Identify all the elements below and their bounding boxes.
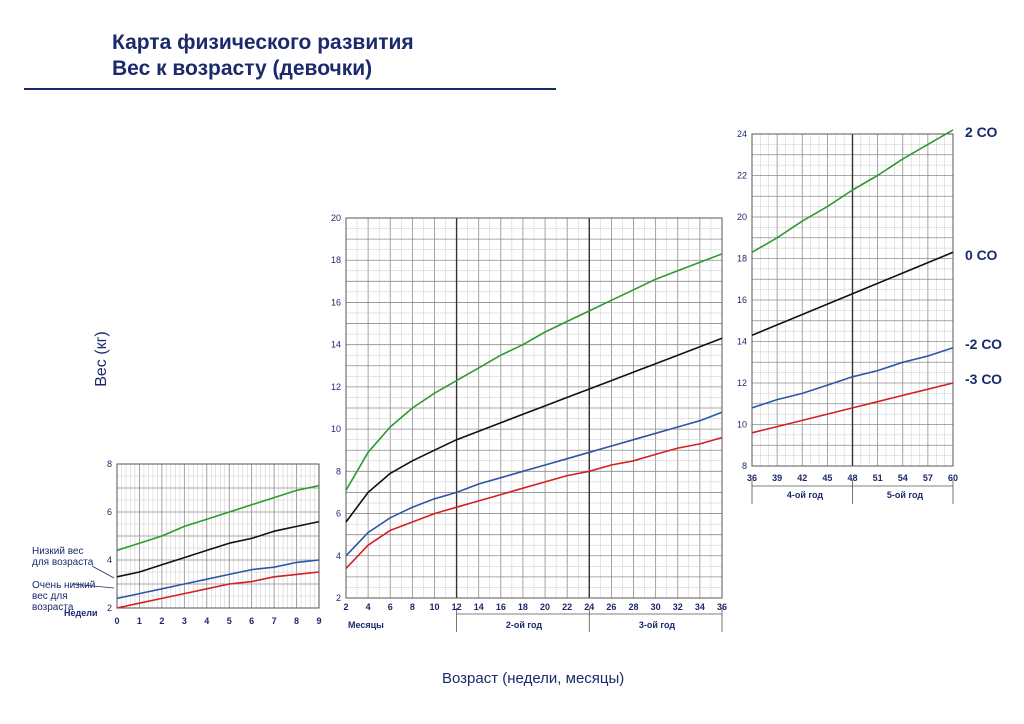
x-tick-label: 28 <box>629 602 639 612</box>
x-tick-label: 1 <box>137 616 142 626</box>
series-line-plus2 <box>116 484 320 552</box>
y-tick-label: 2 <box>336 593 341 603</box>
x-tick-label: 48 <box>847 473 857 483</box>
series-line-minus3 <box>751 382 954 434</box>
annotation-very-low-weight: Очень низкий вес для возраста <box>32 580 96 613</box>
series-line-minus3 <box>116 571 320 609</box>
y-tick-label: 16 <box>331 297 341 307</box>
page-title: Карта физического развития Вес к возраст… <box>112 30 414 82</box>
segment-label: 5-ой год <box>887 490 924 500</box>
x-tick-label: 12 <box>452 602 462 612</box>
x-tick-label: 24 <box>584 602 594 612</box>
x-tick-label: 34 <box>695 602 705 612</box>
x-tick-label: 5 <box>227 616 232 626</box>
y-tick-label: 22 <box>737 171 747 181</box>
title-line-2: Вес к возрасту (девочки) <box>112 57 373 80</box>
segment-label: 2-ой год <box>506 620 543 630</box>
plot-frame <box>751 133 954 467</box>
plot-frame <box>345 217 723 599</box>
x-tick-label: 6 <box>388 602 393 612</box>
annotation-low-weight: Низкий вес для возраста <box>32 546 94 568</box>
series-line-minus2 <box>751 346 954 409</box>
x-tick-label: 16 <box>496 602 506 612</box>
series-line-minus2 <box>345 411 723 557</box>
x-tick-label: 45 <box>822 473 832 483</box>
title-line-1: Карта физического развития <box>112 31 414 54</box>
y-tick-label: 14 <box>331 340 341 350</box>
y-tick-label: 4 <box>336 551 341 561</box>
x-unit-label: Недели <box>64 608 97 618</box>
x-tick-label: 4 <box>204 616 209 626</box>
x-tick-label: 39 <box>772 473 782 483</box>
x-tick-label: 51 <box>873 473 883 483</box>
y-tick-label: 12 <box>737 378 747 388</box>
x-tick-label: 4 <box>366 602 371 612</box>
y-tick-label: 18 <box>737 254 747 264</box>
x-tick-label: 2 <box>159 616 164 626</box>
y-tick-label: 12 <box>331 382 341 392</box>
y-tick-label: 24 <box>737 129 747 139</box>
y-tick-label: 6 <box>107 507 112 517</box>
x-tick-label: 2 <box>343 602 348 612</box>
grid <box>751 133 954 467</box>
x-tick-label: 3 <box>182 616 187 626</box>
y-tick-label: 18 <box>331 255 341 265</box>
x-tick-label: 18 <box>518 602 528 612</box>
x-tick-label: 20 <box>540 602 550 612</box>
segment-label: 4-ой год <box>787 490 824 500</box>
x-tick-label: 8 <box>294 616 299 626</box>
panel-months-36-60: 8 10 12 14 16 18 20 22 24 36 39 42 45 48 51 54 57 60 4-ой … <box>737 129 958 504</box>
y-tick-label: 10 <box>737 420 747 430</box>
x-tick-label: 57 <box>923 473 933 483</box>
segment-label: 3-ой год <box>639 620 676 630</box>
y-tick-label: 8 <box>336 466 341 476</box>
x-tick-label: 30 <box>651 602 661 612</box>
x-tick-label: 54 <box>898 473 908 483</box>
series-line-minus3 <box>345 436 723 569</box>
curve-label-minus3: -3 СО <box>965 371 1002 387</box>
x-tick-label: 60 <box>948 473 958 483</box>
curve-label-plus2: 2 СО <box>965 124 998 140</box>
curve-label-minus2: -2 СО <box>965 336 1002 352</box>
series-line-plus2 <box>751 129 954 253</box>
y-tick-label: 4 <box>107 555 112 565</box>
y-tick-label: 10 <box>331 424 341 434</box>
x-tick-label: 6 <box>249 616 254 626</box>
annotation-arrows <box>71 565 115 589</box>
title-divider <box>24 88 556 90</box>
curve-label-zero: 0 СО <box>965 247 998 263</box>
y-tick-label: 14 <box>737 337 747 347</box>
x-unit-label: Месяцы <box>348 620 384 630</box>
x-tick-label: 7 <box>272 616 277 626</box>
y-tick-label: 6 <box>336 509 341 519</box>
x-tick-label: 42 <box>797 473 807 483</box>
x-tick-label: 10 <box>429 602 439 612</box>
x-tick-label: 26 <box>606 602 616 612</box>
series-line-zero <box>345 337 723 523</box>
series-line-minus2 <box>116 559 320 600</box>
x-tick-label: 22 <box>562 602 572 612</box>
y-tick-label: 16 <box>737 295 747 305</box>
x-tick-label: 32 <box>673 602 683 612</box>
panel-weeks: 2 4 6 8 0 1 2 3 4 5 6 7 8 9 Недели <box>64 459 322 626</box>
x-tick-label: 14 <box>474 602 484 612</box>
x-tick-label: 36 <box>747 473 757 483</box>
x-tick-label: 36 <box>717 602 727 612</box>
x-tick-label: 0 <box>114 616 119 626</box>
series-line-plus2 <box>345 253 723 491</box>
series-line-zero <box>751 251 954 337</box>
plot-frame <box>116 463 320 609</box>
x-axis-label: Возраст (недели, месяцы) <box>442 670 625 687</box>
y-tick-label: 8 <box>742 461 747 471</box>
y-tick-label: 2 <box>107 603 112 613</box>
y-tick-label: 20 <box>331 213 341 223</box>
series-line-zero <box>116 520 320 578</box>
y-tick-label: 8 <box>107 459 112 469</box>
x-tick-label: 8 <box>410 602 415 612</box>
x-tick-label: 9 <box>316 616 321 626</box>
y-tick-label: 20 <box>737 212 747 222</box>
